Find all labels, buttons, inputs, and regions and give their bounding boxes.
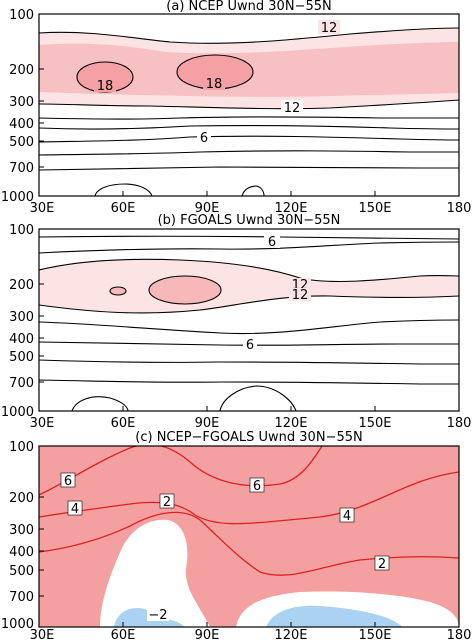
svg-text:150E: 150E xyxy=(358,628,391,641)
panel-c-xticks: 30E 60E 90E 120E 150E 180 xyxy=(30,628,472,641)
panel-b-yticks: 100 200 300 400 500 700 1000 xyxy=(1,223,34,420)
panel-c-label-2-left: 2 xyxy=(163,495,171,510)
svg-text:60E: 60E xyxy=(111,201,136,216)
panel-b-xticks: 30E 60E 90E 120E 150E 180 xyxy=(30,416,472,431)
svg-text:180: 180 xyxy=(447,628,472,641)
svg-text:180: 180 xyxy=(447,416,472,431)
panel-c-yticks: 100 200 300 400 500 700 1000 xyxy=(1,440,34,632)
panel-a: (a) NCEP Uwnd 30N−55N 12 xyxy=(1,0,472,216)
panel-b: (b) FGOALS Uwnd 30N−55N 6 xyxy=(1,213,472,431)
panel-a-label-18-right: 18 xyxy=(206,77,223,92)
svg-text:150E: 150E xyxy=(358,416,391,431)
panel-c-neutral-area-1 xyxy=(100,519,210,627)
svg-text:30E: 30E xyxy=(30,201,55,216)
svg-text:120E: 120E xyxy=(274,201,307,216)
svg-text:100: 100 xyxy=(9,223,34,238)
svg-text:60E: 60E xyxy=(111,416,136,431)
svg-text:700: 700 xyxy=(9,376,34,391)
svg-text:500: 500 xyxy=(9,350,34,365)
panel-b-core-1 xyxy=(148,275,222,305)
panel-b-core-2 xyxy=(109,286,127,296)
panel-b-frame xyxy=(38,228,460,412)
svg-text:1000: 1000 xyxy=(1,190,34,205)
svg-text:300: 300 xyxy=(9,95,34,110)
panel-a-xticks: 30E 60E 90E 120E 150E 180 xyxy=(30,201,472,216)
svg-text:500: 500 xyxy=(9,135,34,150)
panel-b-shade-12 xyxy=(39,259,459,313)
svg-text:150E: 150E xyxy=(358,201,391,216)
panel-c-label-neg2: −2 xyxy=(148,608,167,623)
panel-a-yticks: 100 200 300 400 500 700 1000 xyxy=(1,8,34,205)
svg-text:90E: 90E xyxy=(195,416,220,431)
panel-c-title: (c) NCEP−FGOALS Uwnd 30N−55N xyxy=(135,430,362,445)
svg-text:400: 400 xyxy=(9,117,34,132)
panel-b-label-6-top: 6 xyxy=(268,235,276,250)
svg-text:1000: 1000 xyxy=(1,405,34,420)
panel-c-negative-area-2 xyxy=(266,605,402,627)
svg-text:90E: 90E xyxy=(195,628,220,641)
panel-c-label-6-right: 6 xyxy=(253,479,261,494)
svg-text:500: 500 xyxy=(9,564,34,579)
panel-a-label-12-bottom: 12 xyxy=(284,101,301,116)
panel-c-label-4-left: 4 xyxy=(71,502,79,517)
svg-text:1000: 1000 xyxy=(1,617,34,632)
panel-b-label-6-bottom: 6 xyxy=(246,338,254,353)
svg-text:200: 200 xyxy=(9,63,34,78)
svg-text:700: 700 xyxy=(9,161,34,176)
panel-c-label-2-right: 2 xyxy=(378,557,386,572)
svg-text:200: 200 xyxy=(9,491,34,506)
svg-text:300: 300 xyxy=(9,523,34,538)
panel-c-label-6-left: 6 xyxy=(64,474,72,489)
svg-text:100: 100 xyxy=(9,8,34,23)
panel-b-title: (b) FGOALS Uwnd 30N−55N xyxy=(158,213,341,228)
svg-text:300: 300 xyxy=(9,310,34,325)
panel-c-label-4-right: 4 xyxy=(343,509,351,524)
svg-text:200: 200 xyxy=(9,278,34,293)
svg-text:400: 400 xyxy=(9,332,34,347)
svg-text:90E: 90E xyxy=(195,201,220,216)
panel-b-label-12-bottom: 12 xyxy=(292,288,309,303)
panel-c-frame xyxy=(38,445,460,628)
svg-text:120E: 120E xyxy=(274,416,307,431)
svg-text:60E: 60E xyxy=(111,628,136,641)
panel-a-label-12-top: 12 xyxy=(321,21,338,36)
panel-c: (c) NCEP−FGOALS Uwnd 30N−55N 6 6 4 4 xyxy=(1,430,472,641)
svg-text:400: 400 xyxy=(9,545,34,560)
panel-a-label-6: 6 xyxy=(200,131,208,146)
svg-text:700: 700 xyxy=(9,590,34,605)
panel-a-frame xyxy=(38,13,460,197)
svg-text:100: 100 xyxy=(9,440,34,455)
svg-text:30E: 30E xyxy=(30,416,55,431)
svg-text:180: 180 xyxy=(447,201,472,216)
panel-a-title: (a) NCEP Uwnd 30N−55N xyxy=(166,0,331,14)
panel-a-label-18-left: 18 xyxy=(97,79,114,94)
svg-text:30E: 30E xyxy=(30,628,55,641)
svg-text:120E: 120E xyxy=(274,628,307,641)
